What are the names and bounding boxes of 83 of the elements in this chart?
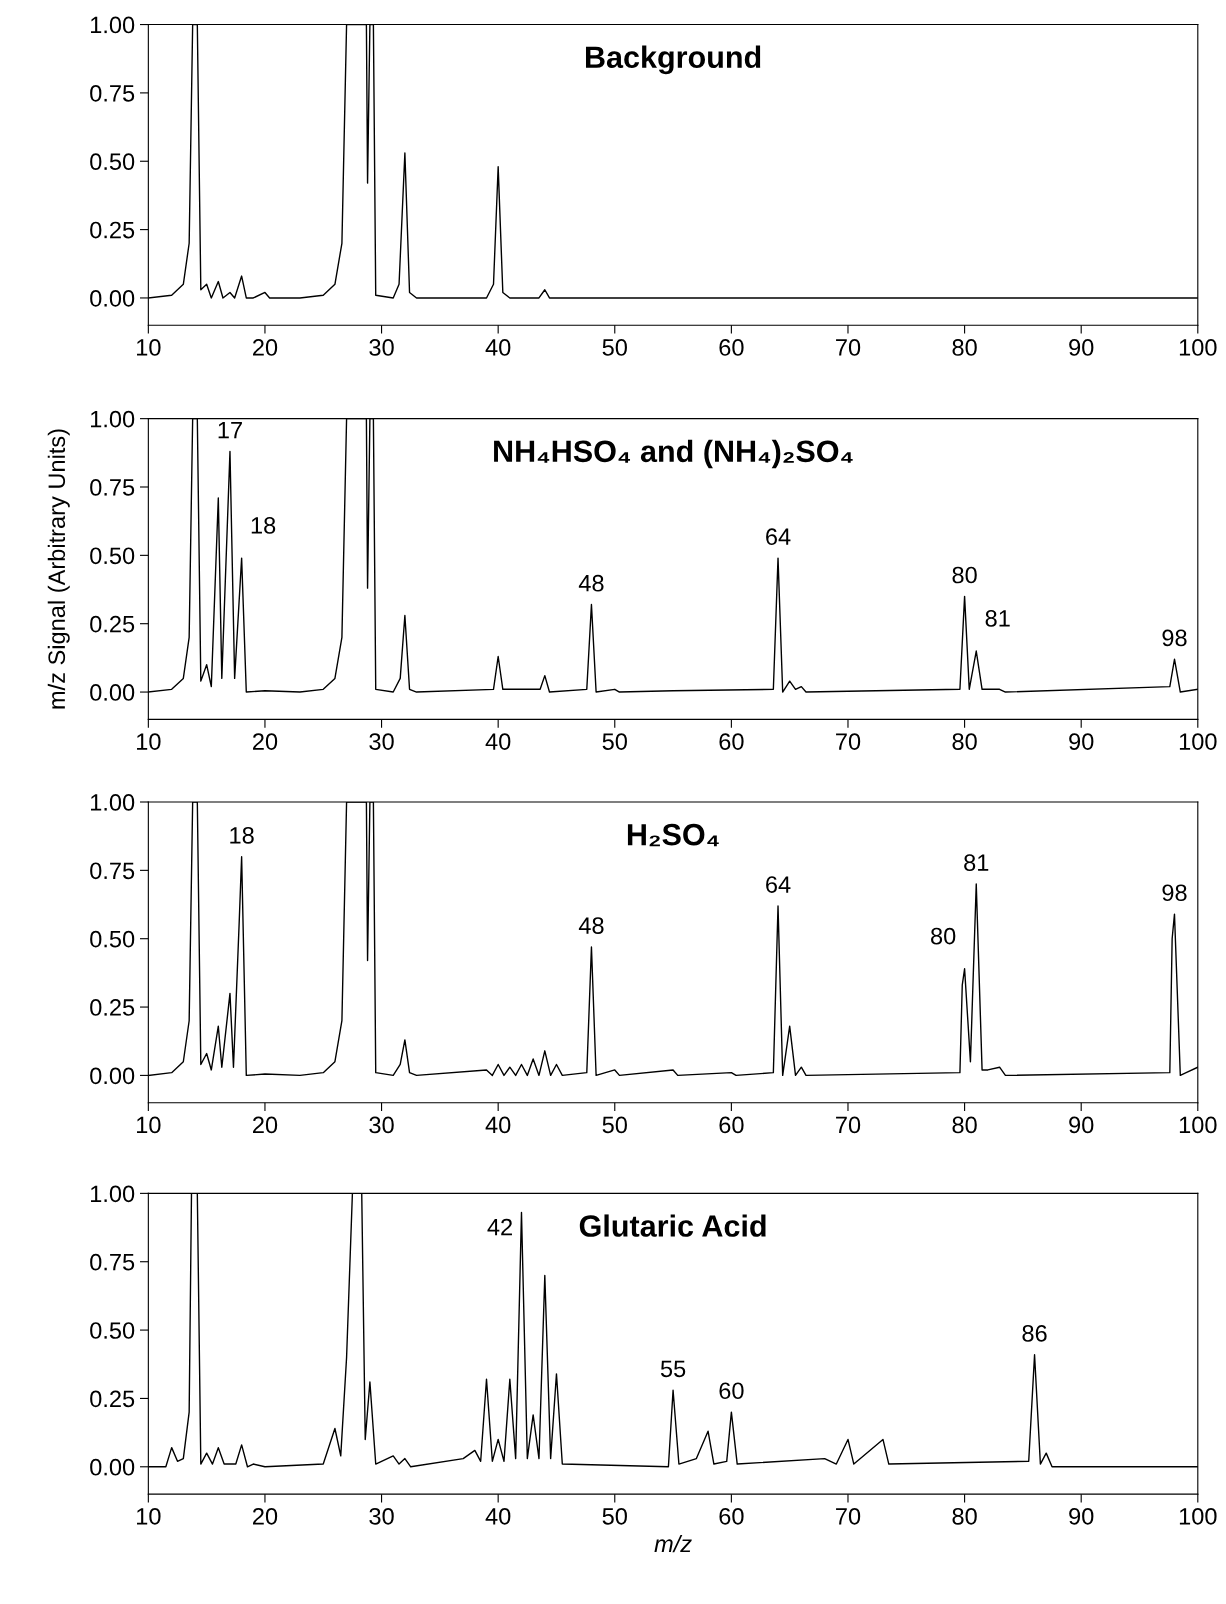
y-tick-label: 1.00 xyxy=(91,794,135,811)
x-tick-label: 60 xyxy=(719,733,744,750)
annotation: 81 xyxy=(985,610,1010,627)
x-tick-label: 40 xyxy=(485,1507,511,1525)
annotation: 98 xyxy=(1162,884,1187,902)
y-tick-label: 0.75 xyxy=(90,84,135,102)
x-tick-label: 60 xyxy=(719,1116,744,1134)
x-tick-label: 90 xyxy=(1069,733,1094,750)
annotation: 80 xyxy=(931,927,956,945)
x-tick-label: 40 xyxy=(485,339,511,356)
x-tick-label: 80 xyxy=(952,339,977,356)
y-tick-label: 0.25 xyxy=(90,615,135,633)
x-tick-label: 90 xyxy=(1069,339,1094,356)
annotation: 64 xyxy=(766,528,791,546)
x-tick-label: 20 xyxy=(253,1116,278,1134)
x-tick-label: 10 xyxy=(137,1116,161,1134)
x-tick-label: 50 xyxy=(602,339,627,356)
x-tick-label: 80 xyxy=(952,1507,977,1525)
x-tick-label: 90 xyxy=(1069,1116,1094,1134)
x-axis-title: m/z xyxy=(654,1534,692,1553)
x-tick-label: 50 xyxy=(602,1507,627,1525)
text: Background xyxy=(585,45,761,75)
x-tick-label: 70 xyxy=(836,1507,861,1525)
y-axis-title: m/z Signal (Arbitrary Units) xyxy=(47,429,70,709)
x-tick-label: 30 xyxy=(369,733,394,750)
y-tick-label: 0.50 xyxy=(90,547,135,565)
y-tick-label: 0.75 xyxy=(90,1253,135,1271)
annotation: 98 xyxy=(1162,629,1187,647)
x-tick-label: 60 xyxy=(719,1507,744,1525)
x-tick-label: 20 xyxy=(253,733,278,750)
x-tick-label: 80 xyxy=(952,1116,977,1134)
y-tick-label: 0.00 xyxy=(90,290,135,307)
y-tick-label: 1.00 xyxy=(91,1185,135,1203)
y-tick-label: 0.75 xyxy=(90,862,135,880)
y-tick-label: 0.25 xyxy=(90,221,135,239)
annotation: 64 xyxy=(766,876,791,893)
y-tick-label: 0.00 xyxy=(90,1458,135,1476)
x-tick-label: 70 xyxy=(836,733,861,750)
annotation: 17 xyxy=(218,421,242,439)
x-tick-label: 70 xyxy=(836,339,861,356)
annotation: 86 xyxy=(1022,1324,1047,1342)
annotation: 18 xyxy=(230,826,254,844)
annotation: 60 xyxy=(719,1382,744,1400)
x-tick-label: 20 xyxy=(253,339,278,356)
y-tick-label: 1.00 xyxy=(91,410,135,428)
annotation: 18 xyxy=(251,517,276,534)
x-tick-label: 40 xyxy=(485,1116,511,1134)
x-tick-label: 90 xyxy=(1069,1507,1094,1525)
text: Glutaric Acid xyxy=(579,1214,766,1237)
y-tick-label: 0.25 xyxy=(90,999,135,1016)
x-tick-label: 100 xyxy=(1179,339,1217,356)
x-tick-label: 100 xyxy=(1179,1116,1217,1134)
annotation: 48 xyxy=(578,574,604,592)
annotation: 42 xyxy=(487,1218,512,1236)
y-tick-label: 0.00 xyxy=(90,684,135,701)
x-tick-label: 20 xyxy=(253,1507,278,1525)
y-tick-label: 0.75 xyxy=(90,479,135,496)
x-tick-label: 30 xyxy=(369,339,394,356)
x-tick-label: 50 xyxy=(602,733,627,750)
text: H₂SO₄ xyxy=(627,823,719,847)
annotation: 81 xyxy=(964,854,989,872)
x-tick-label: 80 xyxy=(952,733,977,750)
x-tick-label: 30 xyxy=(369,1507,394,1525)
x-tick-label: 60 xyxy=(719,339,744,356)
y-tick-label: 0.50 xyxy=(90,1322,135,1339)
text: NH₄HSO₄ and (NH₄)₂SO₄ xyxy=(494,439,853,469)
y-tick-label: 0.25 xyxy=(90,1390,135,1408)
x-tick-label: 70 xyxy=(836,1116,861,1134)
x-tick-label: 100 xyxy=(1179,1507,1217,1525)
annotation: 48 xyxy=(578,917,604,934)
x-tick-label: 10 xyxy=(137,733,161,750)
x-tick-label: 50 xyxy=(602,1116,627,1134)
x-tick-label: 10 xyxy=(137,1507,161,1525)
annotation: 80 xyxy=(952,566,977,584)
y-tick-label: 1.00 xyxy=(91,16,135,34)
y-tick-label: 0.00 xyxy=(90,1067,135,1085)
annotation: 55 xyxy=(660,1360,686,1378)
y-tick-label: 0.50 xyxy=(90,153,135,171)
x-tick-label: 10 xyxy=(137,339,161,356)
y-tick-label: 0.50 xyxy=(90,930,135,948)
x-tick-label: 30 xyxy=(369,1116,394,1134)
x-tick-label: 40 xyxy=(485,733,511,750)
x-tick-label: 100 xyxy=(1179,733,1217,750)
